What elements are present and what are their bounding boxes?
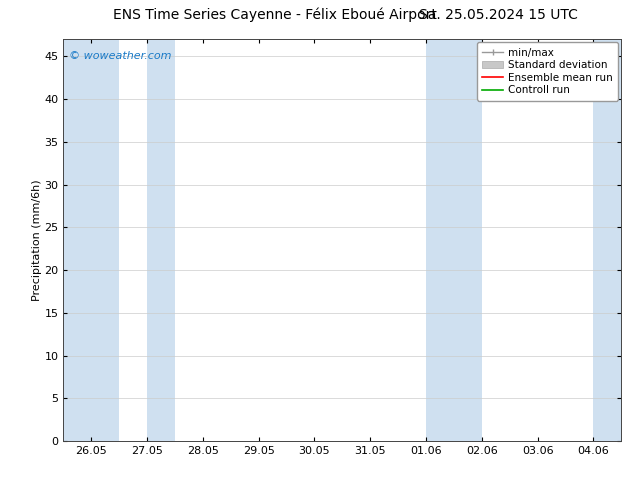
Text: ENS Time Series Cayenne - Félix Eboué Airport: ENS Time Series Cayenne - Félix Eboué Ai… — [113, 7, 437, 22]
Text: © woweather.com: © woweather.com — [69, 51, 171, 61]
Bar — [426, 39, 482, 441]
Bar — [63, 39, 119, 441]
Legend: min/max, Standard deviation, Ensemble mean run, Controll run: min/max, Standard deviation, Ensemble me… — [477, 42, 618, 100]
Bar — [147, 39, 175, 441]
Y-axis label: Precipitation (mm/6h): Precipitation (mm/6h) — [32, 179, 42, 301]
Text: Sa. 25.05.2024 15 UTC: Sa. 25.05.2024 15 UTC — [419, 8, 578, 22]
Bar — [593, 39, 621, 441]
